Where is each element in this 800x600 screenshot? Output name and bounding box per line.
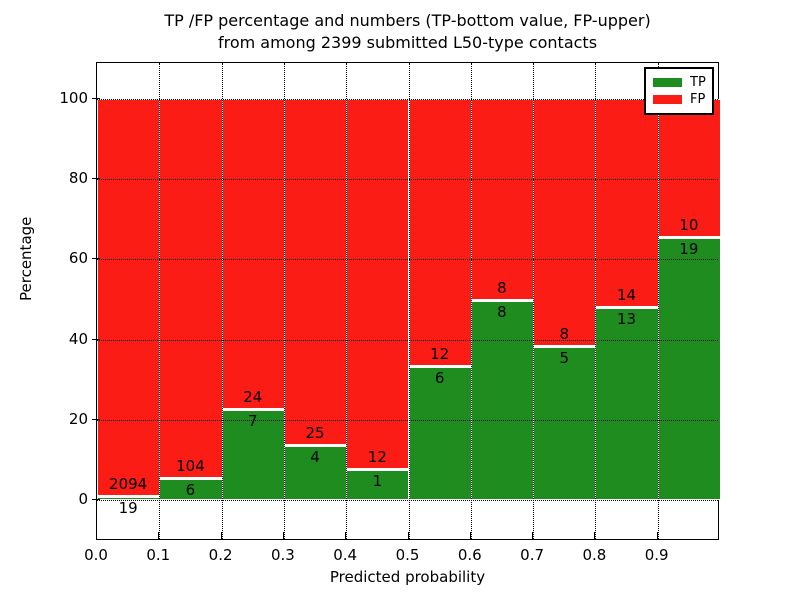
y-tick-label: 60 [68, 249, 88, 268]
x-tick-mark [718, 532, 719, 540]
fp-bar-segment [533, 99, 597, 346]
x-tick-mark [158, 532, 160, 540]
horizontal-gridline [97, 419, 718, 421]
horizontal-gridline [97, 500, 718, 501]
x-tick-mark [656, 532, 658, 540]
x-tick-mark [594, 532, 596, 540]
vertical-gridline [346, 63, 348, 539]
vertical-gridline [159, 63, 161, 539]
vertical-gridline [595, 63, 597, 539]
fp-bar-segment [221, 99, 285, 410]
tp-bar-segment [221, 409, 285, 500]
x-tick-mark [345, 532, 347, 540]
horizontal-gridline [97, 259, 718, 261]
vertical-gridline [221, 63, 223, 539]
y-tick-mark [92, 418, 100, 420]
horizontal-gridline [97, 99, 718, 100]
y-tick-label: 100 [59, 89, 88, 107]
tp-bar-segment [533, 345, 597, 500]
vertical-gridline [657, 63, 659, 539]
y-tick-mark [92, 499, 100, 500]
chart-title: TP /FP percentage and numbers (TP-bottom… [96, 10, 719, 54]
tp-legend-swatch [653, 78, 682, 87]
x-tick-label: 0.8 [582, 546, 607, 564]
fp-bar-segment [159, 99, 223, 479]
x-tick-label: 0.5 [395, 546, 420, 564]
x-tick-mark [532, 532, 534, 540]
vertical-gridline [470, 63, 472, 539]
vertical-gridline [408, 63, 410, 539]
tp-count-label: 19 [118, 499, 138, 518]
fp-bar-segment [595, 99, 659, 307]
y-tick-mark [92, 178, 100, 180]
y-tick-label: 20 [68, 409, 88, 428]
horizontal-gridline [97, 339, 718, 341]
legend: TP FP [644, 67, 714, 115]
x-tick-mark [407, 532, 409, 540]
tp-bar-segment [346, 469, 410, 500]
x-tick-mark [220, 532, 222, 540]
tp-bar-segment [408, 366, 472, 500]
tp-bar-segment [283, 444, 348, 500]
x-tick-label: 0.3 [270, 546, 295, 564]
y-tick-label: 0 [78, 490, 88, 508]
tp-bar-segment [159, 478, 223, 500]
y-tick-mark [92, 338, 100, 340]
chart-title-line2: from among 2399 submitted L50-type conta… [217, 33, 598, 52]
fp-bar-segment [408, 99, 472, 367]
y-tick-label: 80 [68, 169, 88, 188]
x-tick-label: 0.2 [208, 546, 233, 564]
x-axis-label: Predicted probability [329, 568, 486, 586]
y-tick-mark [92, 258, 100, 260]
tp-bar-segment [470, 299, 535, 500]
x-tick-mark [96, 532, 97, 540]
y-tick-label: 40 [68, 329, 88, 348]
fp-bar-segment [657, 99, 721, 238]
fp-bar-segment [346, 99, 410, 470]
x-tick-label: 0.0 [84, 546, 108, 564]
x-tick-label: 0.6 [457, 546, 482, 564]
x-tick-label: 0.7 [520, 546, 545, 564]
x-tick-label: 0.9 [644, 546, 669, 564]
x-tick-label: 0.1 [146, 546, 171, 564]
y-tick-mark [92, 98, 100, 99]
fp-legend-swatch [653, 95, 682, 104]
fp-bar-segment [283, 99, 348, 445]
fp-bar-segment [470, 99, 535, 300]
fp-bar-segment [97, 99, 161, 497]
horizontal-gridline [97, 179, 718, 181]
x-tick-mark [469, 532, 471, 540]
tp-legend-label: TP [690, 75, 706, 90]
tp-bar-segment [657, 237, 721, 500]
chart-title-line1: TP /FP percentage and numbers (TP-bottom… [164, 11, 651, 30]
plot-area: 2094 19 104 6 24 7 25 4 12 1 12 6 8 8 8 5 14 13 10 19 [96, 62, 721, 540]
tp-bar-segment [595, 306, 659, 500]
x-tick-label: 0.4 [333, 546, 358, 564]
legend-item-fp: FP [653, 91, 705, 108]
vertical-gridline [533, 63, 535, 539]
legend-item-tp: TP [653, 74, 706, 91]
vertical-gridline [283, 63, 285, 539]
fp-legend-label: FP [690, 92, 706, 107]
x-tick-mark [282, 532, 284, 540]
